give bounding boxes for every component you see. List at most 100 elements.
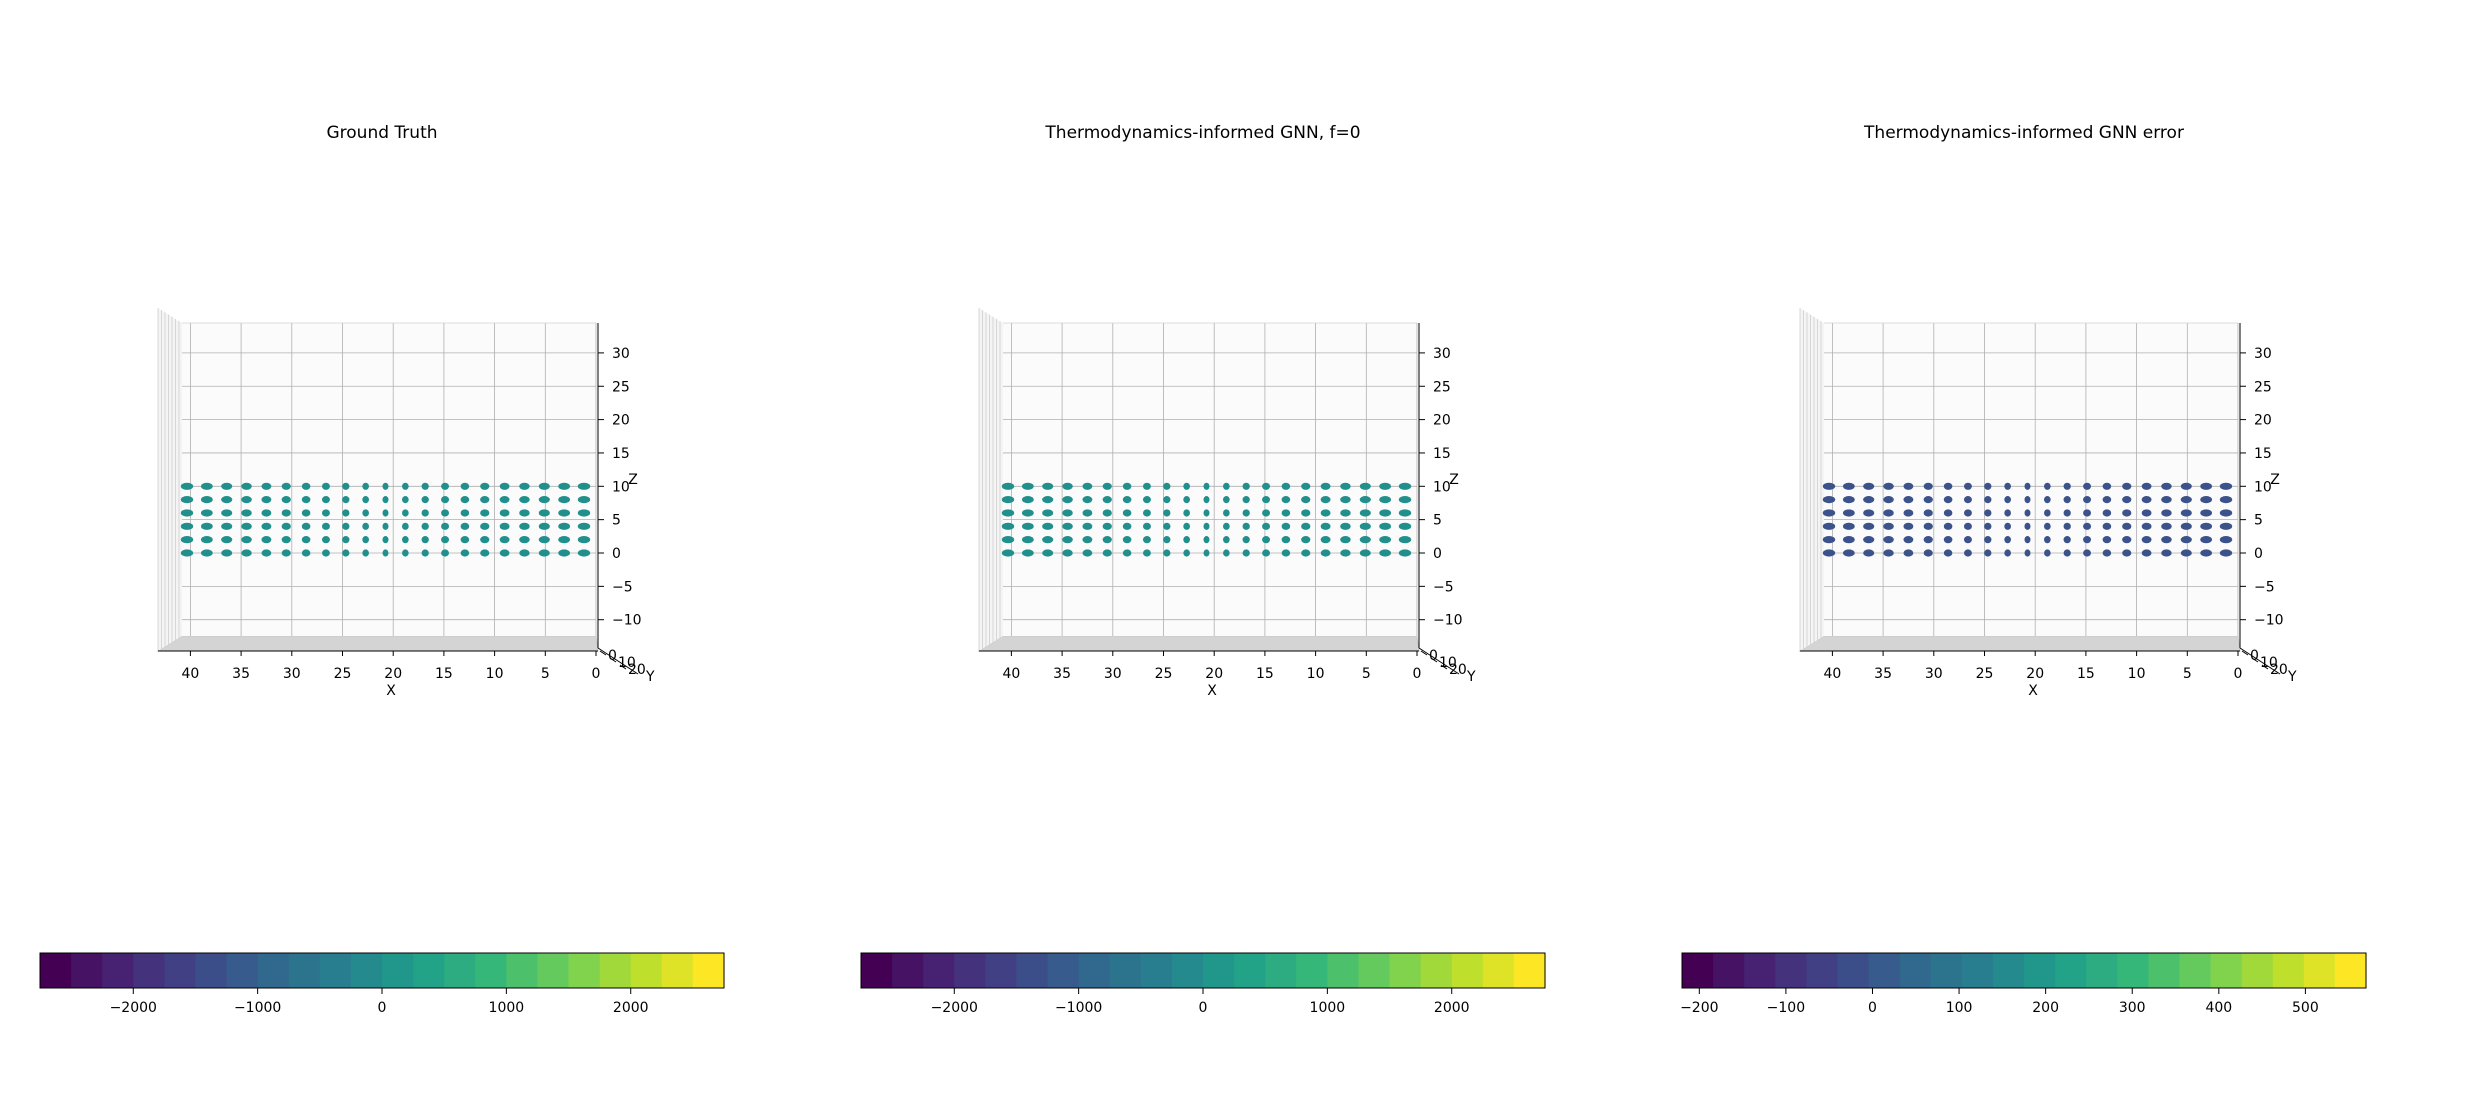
data-point (301, 482, 311, 490)
data-point (1963, 509, 1972, 517)
data-point (1281, 536, 1291, 544)
data-point (362, 496, 369, 504)
data-point (221, 482, 233, 490)
data-point (1001, 549, 1015, 557)
data-point (1142, 509, 1151, 517)
data-point (261, 522, 272, 530)
data-point (1223, 549, 1230, 557)
data-point (1398, 482, 1412, 490)
data-point (1320, 536, 1331, 544)
data-point (1142, 536, 1151, 544)
data-point (2063, 509, 2071, 517)
data-point (1223, 522, 1230, 530)
z-tick-label: 0 (612, 546, 621, 562)
colorbar-segment (288, 953, 321, 988)
data-point (1122, 482, 1132, 490)
data-point (221, 522, 233, 530)
data-point (441, 536, 450, 544)
x-tick-label: 35 (1874, 666, 1892, 682)
z-tick-label: 10 (612, 479, 630, 495)
y-tick (609, 657, 617, 663)
y-axis-line (2239, 647, 2281, 675)
data-point (2161, 522, 2172, 530)
data-point (382, 549, 389, 557)
data-point (558, 549, 571, 557)
data-point (1062, 496, 1073, 504)
colorbar-segment (382, 953, 414, 988)
data-point (1822, 536, 1836, 544)
data-point (2024, 496, 2031, 504)
data-point (1842, 549, 1855, 557)
data-point (1082, 522, 1093, 530)
data-point (1082, 482, 1093, 490)
data-point (1102, 549, 1112, 557)
data-point (1203, 549, 1210, 557)
scatter-points (1822, 482, 2233, 557)
data-point (519, 536, 530, 544)
data-point (1379, 482, 1392, 490)
data-point (1883, 536, 1894, 544)
data-point (1062, 482, 1073, 490)
colorbar-tick-label: 300 (2119, 1000, 2146, 1016)
data-point (2180, 549, 2192, 557)
data-point (1822, 509, 1836, 517)
data-point (2102, 482, 2112, 490)
data-point (180, 522, 194, 530)
data-point (321, 509, 330, 517)
data-point (421, 482, 429, 490)
panel-3: Thermodynamics-informed GNN error 40 35 30 2… (1680, 123, 2367, 1016)
colorbar-segment (1961, 953, 1994, 988)
data-point (441, 522, 450, 530)
colorbar-segment (1420, 953, 1453, 988)
data-point (2200, 522, 2213, 530)
data-point (1863, 496, 1875, 504)
data-point (1223, 482, 1230, 490)
colorbar-segment (2086, 953, 2118, 988)
colorbar-segment (475, 953, 507, 988)
data-point (1021, 522, 1034, 530)
data-point (2219, 496, 2233, 504)
data-point (2200, 549, 2213, 557)
data-point (1203, 482, 1210, 490)
colorbar-segment (1744, 953, 1776, 988)
data-point (2044, 496, 2051, 504)
data-point (362, 482, 369, 490)
data-point (1183, 549, 1190, 557)
data-point (1863, 549, 1875, 557)
colorbar-segment (226, 953, 259, 988)
colorbar-tick-label: −1000 (1055, 1000, 1102, 1016)
data-point (1163, 496, 1171, 504)
data-point (519, 482, 530, 490)
side-pane (979, 308, 1003, 651)
colorbar-segment (985, 953, 1018, 988)
data-point (1223, 496, 1230, 504)
data-point (577, 536, 591, 544)
data-point (1863, 536, 1875, 544)
data-point (1001, 536, 1015, 544)
data-point (261, 536, 272, 544)
z-tick-label: 25 (1433, 379, 1451, 395)
z-tick-label: 5 (612, 513, 621, 529)
y-tick-label: 0 (2250, 648, 2259, 664)
colorbar-segment (1296, 953, 1328, 988)
data-point (301, 536, 311, 544)
data-point (1822, 549, 1836, 557)
data-point (2180, 536, 2192, 544)
data-point (200, 522, 213, 530)
data-point (1340, 482, 1351, 490)
y-tick-label: 0 (608, 648, 617, 664)
colorbar-segment (2179, 953, 2212, 988)
data-point (558, 496, 571, 504)
data-point (577, 509, 591, 517)
data-point (1102, 496, 1112, 504)
data-point (261, 509, 272, 517)
x-tick-label: 0 (1413, 666, 1422, 682)
data-point (2200, 536, 2213, 544)
z-tick-label: 20 (612, 413, 630, 429)
data-point (1379, 549, 1392, 557)
data-point (1943, 482, 1953, 490)
data-point (281, 482, 291, 490)
data-point (480, 536, 490, 544)
data-point (538, 496, 550, 504)
data-point (1963, 482, 1972, 490)
